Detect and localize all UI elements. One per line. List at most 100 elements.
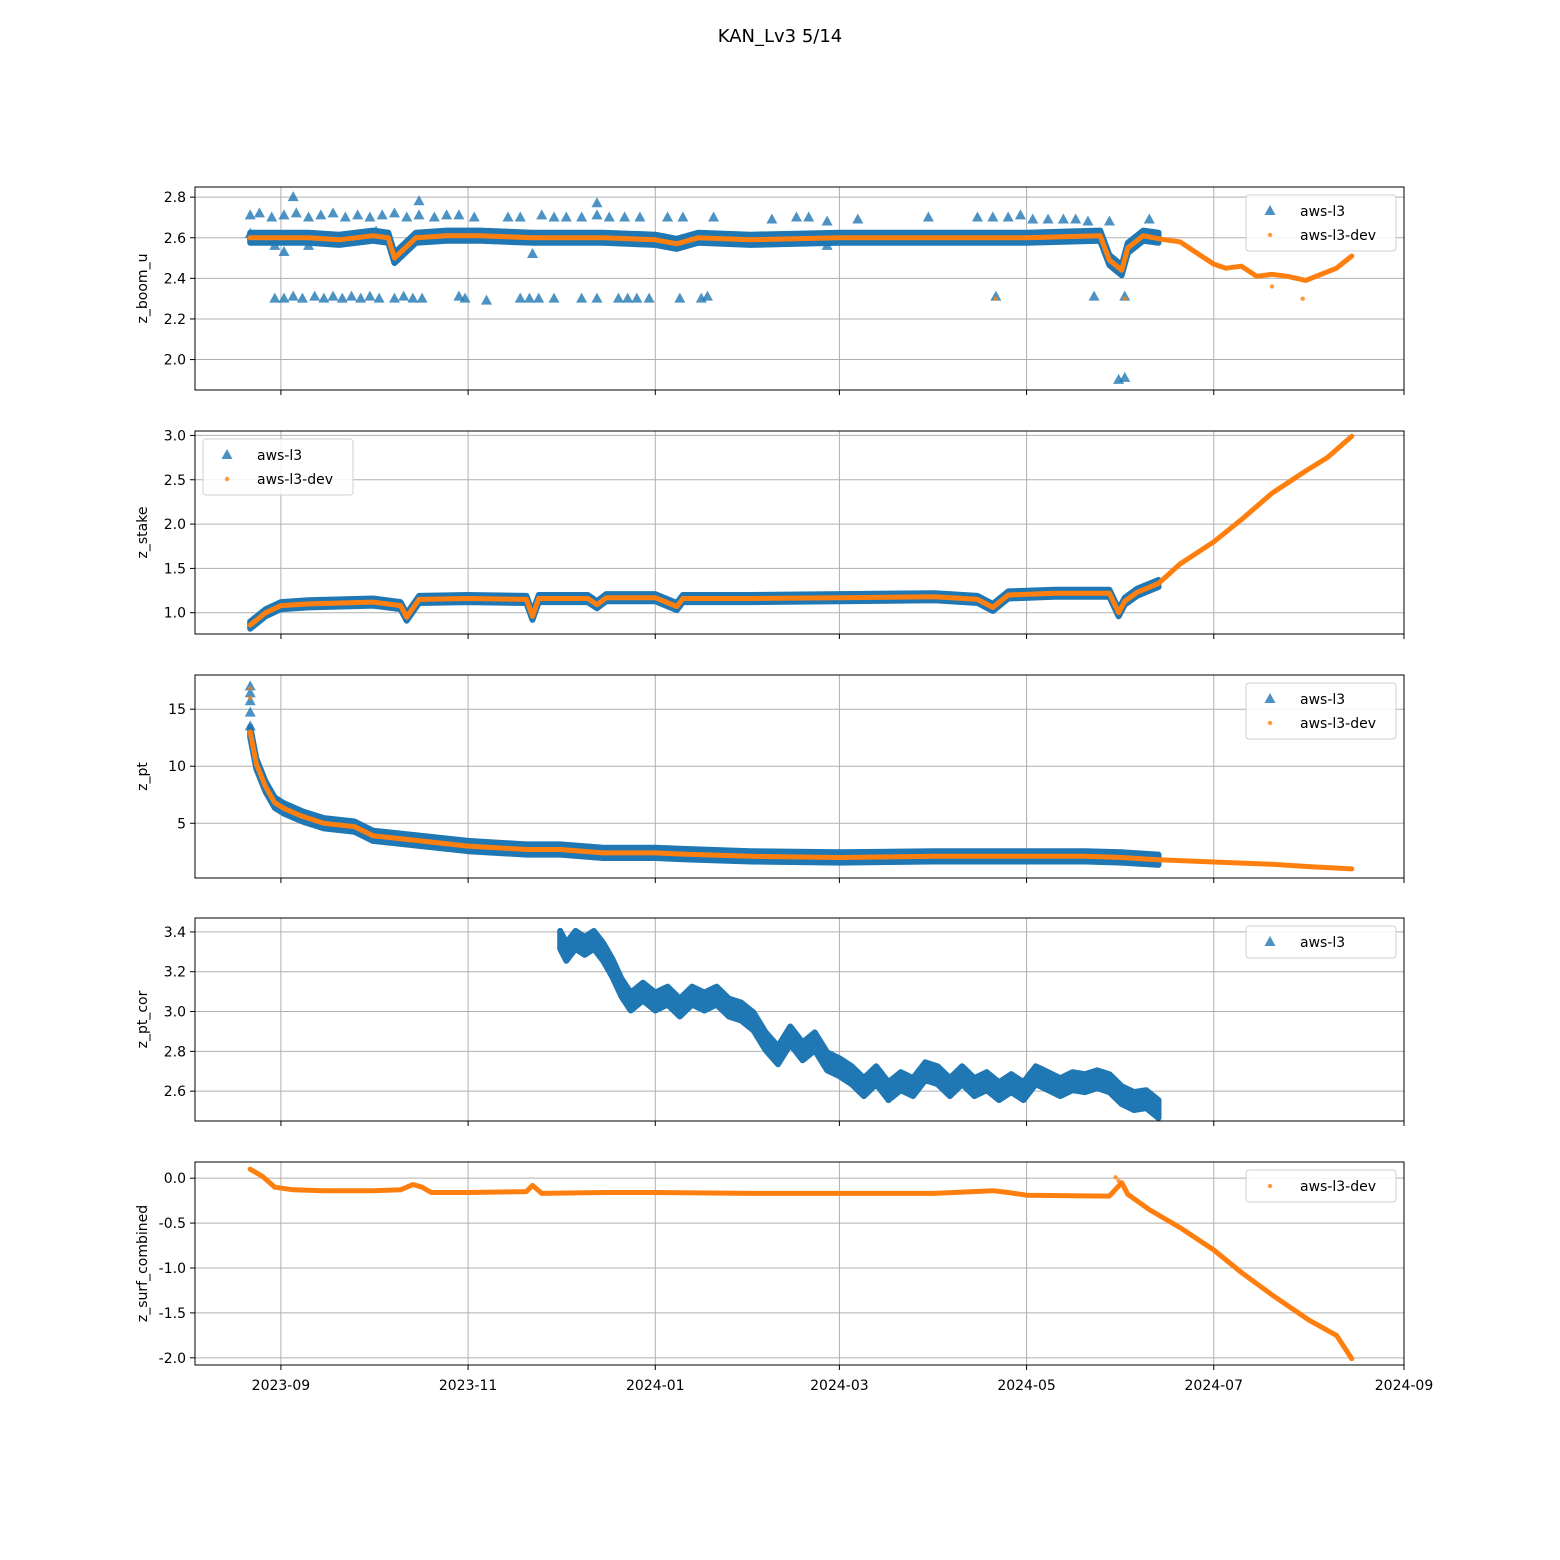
data-point-triangle bbox=[278, 292, 290, 303]
data-point-triangle bbox=[523, 292, 535, 303]
legend: aws-l3-dev bbox=[1245, 1169, 1397, 1203]
legend: aws-l3 aws-l3-dev bbox=[1245, 194, 1397, 252]
data-point-triangle bbox=[1057, 213, 1069, 224]
data-point-triangle bbox=[1070, 213, 1082, 224]
x-tick-label: 2024-07 bbox=[1185, 1378, 1244, 1394]
data-point-triangle bbox=[364, 290, 376, 301]
y-tick-label: 3.0 bbox=[164, 1005, 186, 1021]
legend-label: aws-l3 bbox=[1300, 935, 1345, 951]
legend-box bbox=[1245, 682, 1397, 740]
data-point-triangle bbox=[278, 209, 290, 220]
legend-marker-dot bbox=[1267, 232, 1273, 238]
data-point-triangle bbox=[533, 292, 545, 303]
data-point-triangle bbox=[287, 191, 299, 202]
data-point-triangle bbox=[591, 292, 603, 303]
legend: aws-l3 aws-l3-dev bbox=[1245, 682, 1397, 740]
data-point-triangle bbox=[468, 211, 480, 222]
data-point-triangle bbox=[922, 211, 934, 222]
y-axis-label: z_pt bbox=[135, 762, 151, 791]
data-point-triangle bbox=[327, 207, 339, 218]
data-point-triangle bbox=[1027, 213, 1039, 224]
data-point-triangle bbox=[631, 292, 643, 303]
axes-frame bbox=[194, 186, 1405, 391]
panel-z-pt: 5 10 15 z_pt aws-l3 aws-l3-dev bbox=[135, 674, 1405, 883]
data-layer bbox=[557, 927, 1162, 1121]
x-tick-label: 2024-03 bbox=[810, 1378, 869, 1394]
y-tick-label: 2.0 bbox=[164, 353, 186, 369]
y-tick-label: 1.5 bbox=[164, 561, 186, 577]
y-tick-label: 2.2 bbox=[164, 312, 186, 328]
data-point-triangle bbox=[536, 209, 548, 220]
legend-label: aws-l3 bbox=[1300, 204, 1345, 220]
data-point-triangle bbox=[296, 292, 308, 303]
data-point-triangle bbox=[327, 290, 339, 301]
data-point-triangle bbox=[269, 239, 281, 250]
data-point-triangle bbox=[345, 290, 357, 301]
x-tick-label: 2024-09 bbox=[1375, 1378, 1434, 1394]
y-tick-label: 3.4 bbox=[164, 925, 186, 941]
data-point-dot bbox=[248, 686, 253, 691]
y-tick-label: 10 bbox=[168, 759, 186, 775]
data-point-triangle bbox=[1002, 211, 1014, 222]
data-point-triangle bbox=[370, 225, 382, 236]
data-point-dot bbox=[248, 695, 253, 701]
legend-marker-dot bbox=[1267, 720, 1273, 726]
panel-z-pt-cor: 2.6 2.8 3.0 3.2 3.4 z_pt_cor aws-l3 bbox=[135, 917, 1405, 1126]
data-point-triangle bbox=[413, 195, 425, 206]
data-point-triangle bbox=[514, 211, 526, 222]
data-point-triangle bbox=[548, 292, 560, 303]
data-point-triangle bbox=[266, 211, 278, 222]
data-point-triangle bbox=[376, 209, 388, 220]
data-point-triangle bbox=[1143, 213, 1155, 224]
y-tick-label: -1.5 bbox=[159, 1306, 186, 1322]
legend-label: aws-l3-dev bbox=[1300, 228, 1376, 244]
data-point-triangle bbox=[612, 292, 624, 303]
data-point-dot bbox=[1300, 296, 1305, 301]
series-line-aws-l3-dev bbox=[247, 1166, 1355, 1362]
y-tick-label: 3.2 bbox=[164, 965, 186, 981]
data-layer bbox=[247, 433, 1355, 632]
data-point-triangle bbox=[253, 207, 265, 218]
data-point-triangle bbox=[971, 211, 983, 222]
data-point-triangle bbox=[401, 211, 413, 222]
data-point-triangle bbox=[244, 680, 256, 691]
y-tick-label: 2.6 bbox=[164, 231, 186, 247]
data-point-triangle bbox=[821, 215, 833, 226]
data-point-triangle bbox=[662, 211, 674, 222]
x-tick-label: 2024-01 bbox=[626, 1378, 685, 1394]
panel-z-boom-u: 2.0 2.2 2.4 2.6 2.8 z_boom_u aws-l3 aws-l3-dev bbox=[135, 186, 1405, 395]
legend-box bbox=[202, 438, 354, 496]
data-point-dot bbox=[1122, 296, 1127, 301]
data-point-triangle bbox=[373, 292, 385, 303]
series-line-aws-l3-dev bbox=[247, 433, 1355, 628]
data-point-triangle bbox=[336, 292, 348, 303]
y-tick-label: 15 bbox=[168, 702, 186, 718]
data-point-triangle bbox=[309, 290, 321, 301]
data-point-triangle bbox=[1088, 290, 1100, 301]
data-point-triangle bbox=[803, 211, 815, 222]
data-point-triangle bbox=[428, 211, 440, 222]
data-point-triangle bbox=[674, 292, 686, 303]
data-point-triangle bbox=[527, 247, 539, 258]
axes-frame bbox=[194, 917, 1405, 1122]
panel-z-stake: 1.0 1.5 2.0 2.5 3.0 z_stake aws-l3 aws-l3-dev bbox=[135, 428, 1405, 639]
x-tick-label: 2023-09 bbox=[252, 1378, 311, 1394]
data-point-triangle bbox=[278, 245, 290, 256]
data-point-triangle bbox=[244, 209, 256, 220]
y-tick-label: 3.0 bbox=[164, 428, 186, 444]
data-point-triangle bbox=[766, 213, 778, 224]
y-tick-label: 1.0 bbox=[164, 606, 186, 622]
legend: aws-l3 aws-l3-dev bbox=[202, 438, 354, 496]
data-point-triangle bbox=[244, 695, 256, 706]
data-point-triangle bbox=[441, 209, 453, 220]
data-point-dot bbox=[1269, 284, 1275, 289]
data-point-triangle bbox=[852, 213, 864, 224]
legend-marker-triangle bbox=[1264, 936, 1276, 946]
data-point-triangle bbox=[1103, 215, 1115, 226]
data-point-triangle bbox=[398, 290, 410, 301]
y-tick-label: 2.4 bbox=[164, 271, 186, 287]
legend-marker-dot bbox=[224, 476, 230, 482]
data-point-triangle bbox=[821, 239, 833, 250]
y-tick-label: 0.0 bbox=[164, 1171, 186, 1187]
data-layer bbox=[244, 680, 1355, 872]
